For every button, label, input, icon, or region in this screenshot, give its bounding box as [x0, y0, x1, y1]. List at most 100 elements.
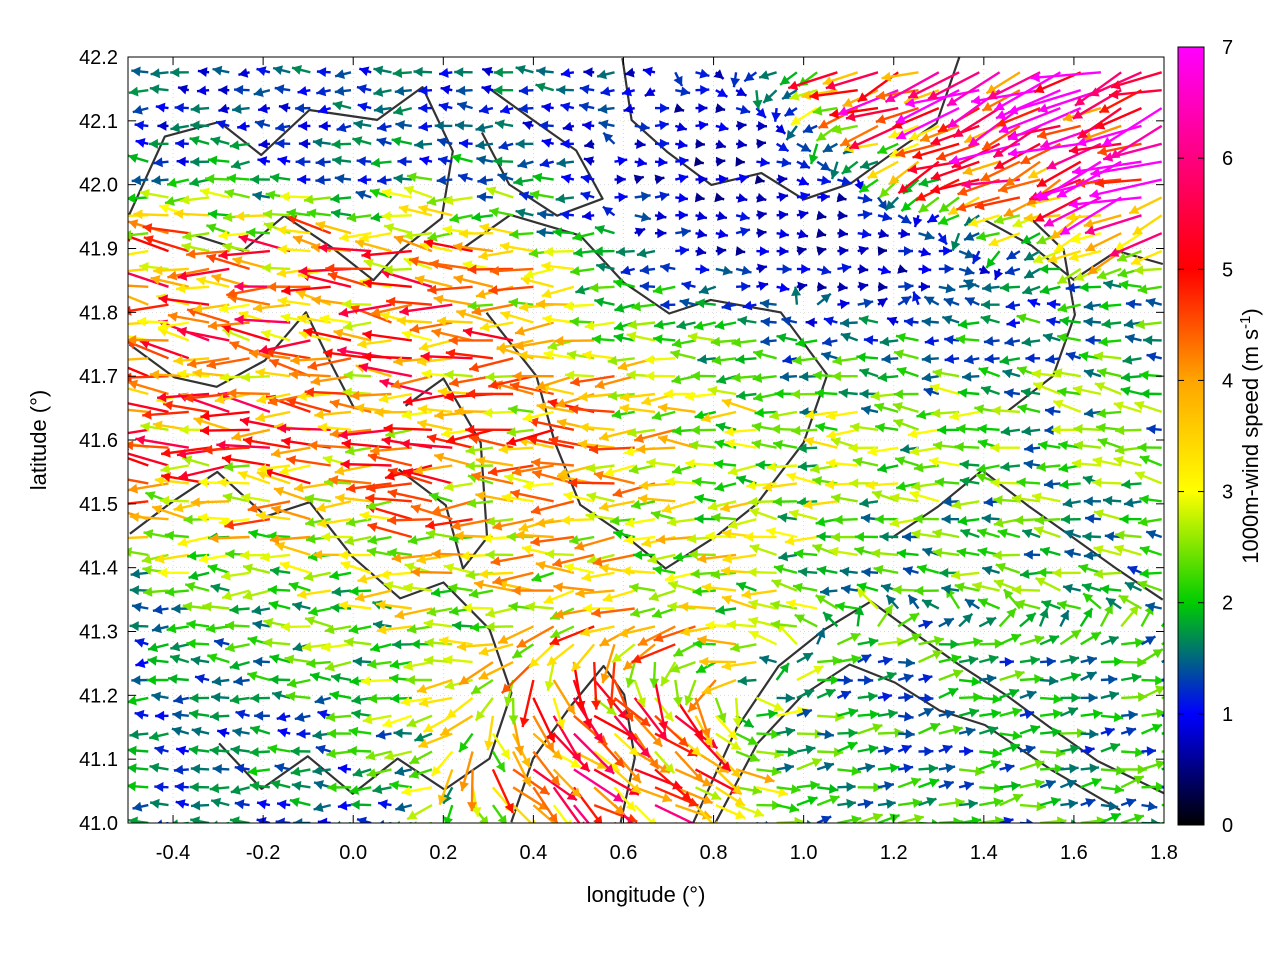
wind-arrow-head: [731, 784, 742, 795]
wind-arrow: [128, 607, 129, 609]
wind-arrow-shaft: [128, 394, 129, 396]
wind-arrow-head: [727, 729, 737, 740]
wind-arrow-head: [290, 746, 300, 757]
wind-arrow: [796, 744, 816, 755]
wind-arrow-head: [628, 746, 639, 756]
wind-arrow: [674, 768, 713, 787]
wind-arrow-head: [707, 738, 718, 749]
wind-arrow: [132, 801, 149, 812]
wind-arrow: [552, 732, 591, 773]
wind-arrow-head: [749, 752, 760, 763]
wind-arrow-head: [1012, 707, 1022, 717]
wind-arrow-head: [693, 772, 704, 782]
wind-arrow: [816, 795, 840, 807]
wind-arrow-head: [348, 726, 359, 737]
wind-arrow: [776, 784, 801, 795]
wind-arrow: [938, 709, 955, 719]
wind-arrow-head: [886, 799, 896, 809]
contour-line: [128, 86, 454, 282]
wind-arrow-head: [823, 761, 834, 772]
wind-arrow: [1080, 798, 1096, 808]
wind-arrow-head: [570, 758, 581, 768]
wind-arrow: [408, 768, 433, 779]
wind-arrow-head: [1068, 799, 1078, 809]
wind-arrow: [857, 762, 876, 773]
wind-arrow: [439, 714, 474, 737]
wind-arrow-head: [1050, 796, 1061, 807]
wind-arrow-head: [257, 799, 267, 810]
wind-arrow: [1039, 709, 1063, 719]
wind-arrow: [877, 799, 896, 809]
wind-arrow-head: [1084, 745, 1095, 756]
wind-arrow: [756, 748, 784, 759]
wind-arrow: [1141, 759, 1164, 771]
wind-arrow: [1141, 746, 1157, 757]
wind-arrow: [234, 799, 250, 810]
wind-arrow-head: [1125, 798, 1136, 808]
wind-arrow: [958, 766, 985, 777]
wind-arrow-head: [903, 763, 914, 774]
wind-arrow-head: [479, 815, 489, 823]
wind-arrow-head: [1151, 818, 1160, 823]
wind-arrow-head: [648, 817, 656, 823]
wind-arrow: [442, 786, 454, 805]
wind-arrow: [314, 695, 332, 705]
wind-arrow-head: [1114, 784, 1124, 795]
wind-arrow: [250, 693, 270, 704]
wind-arrow-head: [116, 710, 126, 720]
wind-arrow: [674, 750, 705, 783]
wind-arrow-head: [955, 797, 965, 808]
wind-arrow-head: [128, 547, 133, 557]
wind-arrow: [289, 797, 311, 808]
wind-arrow-head: [652, 833, 662, 842]
wind-arrow: [1120, 726, 1137, 737]
wind-arrow-head: [347, 745, 357, 756]
wind-arrow-head: [275, 817, 285, 823]
wind-arrow-head: [546, 732, 556, 743]
wind-arrow: [155, 710, 169, 721]
wind-arrow: [285, 691, 311, 702]
wind-arrow-shaft: [736, 821, 739, 823]
wind-arrow-shaft: [573, 768, 624, 803]
wind-vectors: [107, 65, 1164, 842]
wind-arrow-head: [1128, 710, 1138, 721]
wind-arrow: [532, 768, 578, 802]
wind-arrow-shaft: [572, 804, 591, 823]
wind-arrow: [209, 745, 230, 756]
wind-arrow-head: [829, 795, 840, 805]
wind-arrow: [532, 697, 556, 743]
wind-arrow-shaft: [756, 821, 761, 823]
wind-arrow-head: [945, 763, 956, 773]
wind-arrow: [694, 786, 722, 801]
wind-arrow-head: [431, 765, 442, 776]
wind-arrow-head: [277, 727, 288, 738]
wind-arrow: [999, 793, 1024, 807]
wind-arrow-head: [811, 758, 822, 768]
wind-arrow: [337, 800, 352, 811]
wind-arrow-head: [471, 806, 482, 817]
wind-arrow-head: [395, 802, 406, 812]
wind-arrow-head: [640, 747, 650, 758]
wind-arrow: [736, 821, 739, 823]
wind-arrow-head: [678, 736, 689, 747]
wind-arrow: [959, 746, 974, 757]
wind-arrow: [756, 766, 782, 777]
wind-arrow-head: [1108, 801, 1119, 811]
wind-arrow-head: [110, 730, 120, 740]
wind-arrow-head: [459, 741, 469, 752]
wind-arrow: [445, 696, 474, 720]
wind-arrow: [315, 744, 332, 755]
wind-arrow: [216, 727, 230, 738]
wind-arrow-head: [213, 820, 218, 823]
wind-arrow-head: [710, 790, 722, 800]
wind-arrow-head: [211, 692, 221, 703]
wind-arrow-shaft: [694, 804, 714, 823]
wind-arrow-head: [440, 726, 451, 736]
wind-arrow: [1039, 779, 1057, 790]
wind-arrow-head: [367, 693, 378, 704]
wind-arrow-head: [912, 798, 923, 808]
wind-arrow: [110, 730, 129, 740]
wind-arrow: [230, 785, 250, 795]
wind-arrow-head: [107, 280, 116, 290]
wind-arrow-head: [209, 745, 219, 756]
